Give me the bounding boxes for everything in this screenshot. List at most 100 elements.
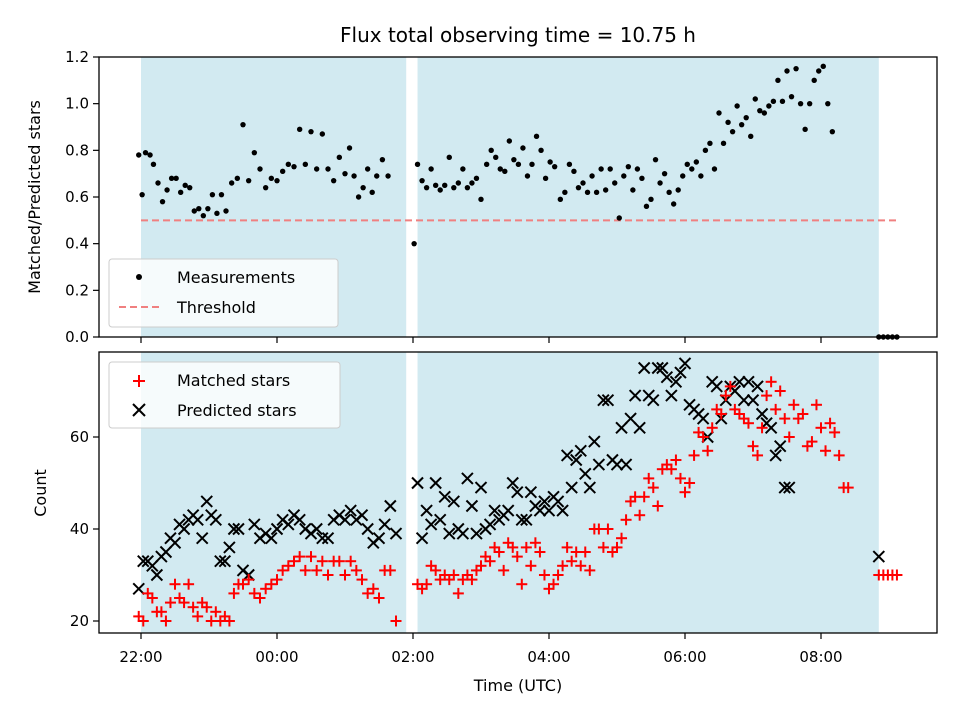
top-y-tick-label: 1.2 bbox=[65, 48, 89, 66]
measurement-point bbox=[593, 189, 600, 196]
matched-point bbox=[137, 615, 149, 627]
predicted-point bbox=[137, 554, 150, 568]
matched-point bbox=[597, 541, 609, 553]
matched-point bbox=[373, 592, 385, 604]
measurement-point bbox=[734, 103, 740, 109]
matched-point bbox=[254, 592, 266, 604]
measurement-point bbox=[200, 212, 207, 219]
top-y-tick-label: 0.6 bbox=[65, 188, 89, 206]
measurement-point bbox=[702, 147, 709, 154]
measurement-point bbox=[262, 184, 269, 191]
measurements-points bbox=[136, 63, 900, 340]
predicted-point bbox=[778, 481, 791, 494]
measurement-point bbox=[483, 161, 490, 168]
measurement-point bbox=[274, 177, 280, 184]
predicted-point bbox=[456, 527, 470, 540]
top-y-axis-label: Matched/Predicted stars bbox=[25, 100, 44, 294]
measurement-point bbox=[360, 184, 366, 191]
predicted-point bbox=[218, 554, 232, 568]
measurement-point bbox=[766, 103, 772, 109]
x-tick-label: 08:00 bbox=[799, 648, 842, 666]
measurement-point bbox=[542, 175, 549, 182]
measurement-point bbox=[497, 166, 503, 172]
predicted-point bbox=[746, 393, 760, 407]
predicted-point bbox=[773, 439, 787, 453]
matched-point bbox=[265, 578, 277, 590]
bottom-legend: Matched stars Predicted stars bbox=[108, 361, 341, 429]
measurement-point bbox=[607, 166, 613, 172]
measurement-point bbox=[168, 175, 175, 182]
measurement-point bbox=[164, 187, 170, 193]
measurement-point bbox=[725, 119, 731, 126]
predicted-point bbox=[438, 490, 451, 504]
measurement-point bbox=[432, 182, 439, 189]
predicted-point bbox=[429, 476, 442, 490]
matched-point bbox=[390, 615, 402, 627]
matched-point bbox=[322, 569, 334, 581]
matched-point bbox=[715, 408, 727, 420]
predicted-point bbox=[389, 527, 403, 540]
measurement-point bbox=[446, 154, 452, 161]
matched-point bbox=[774, 385, 786, 397]
matched-point bbox=[305, 551, 317, 563]
top-y-tick-label: 1.0 bbox=[65, 95, 89, 113]
matched-point bbox=[548, 578, 560, 590]
matched-point bbox=[294, 551, 306, 563]
matched-point bbox=[507, 541, 519, 553]
predicted-point bbox=[560, 449, 574, 462]
measurement-point bbox=[136, 152, 142, 158]
predicted-point bbox=[248, 518, 261, 531]
measurement-point bbox=[720, 140, 727, 147]
top-y-tick-label: 0.0 bbox=[65, 328, 89, 346]
predicted-point bbox=[361, 522, 374, 536]
matched-point bbox=[529, 537, 541, 549]
measurement-point bbox=[661, 170, 668, 177]
predicted-point bbox=[742, 375, 755, 389]
measurement-point bbox=[139, 191, 145, 198]
predicted-point bbox=[647, 393, 660, 407]
matched-point bbox=[493, 546, 505, 558]
matched-point bbox=[155, 606, 167, 618]
measurement-point bbox=[538, 147, 544, 154]
predicted-point bbox=[270, 522, 284, 536]
matched-point bbox=[282, 560, 294, 572]
matched-point bbox=[367, 583, 379, 595]
predicted-point bbox=[520, 513, 533, 527]
matched-point bbox=[430, 564, 442, 576]
matched-point bbox=[201, 601, 213, 613]
predicted-point bbox=[556, 504, 569, 517]
measurement-point bbox=[806, 100, 813, 107]
matched-point bbox=[797, 408, 809, 420]
predicted-point bbox=[633, 421, 646, 435]
top-panel: 0.0 0.2 0.4 0.6 0.8 1.0 1.2 Flux total observi… bbox=[25, 23, 938, 346]
top-y-tick-label: 0.2 bbox=[65, 281, 89, 299]
measurement-point bbox=[205, 205, 211, 212]
matched-point bbox=[339, 569, 351, 581]
x-tick-label: 00:00 bbox=[255, 648, 298, 666]
predicted-point bbox=[209, 513, 223, 527]
matched-point bbox=[752, 449, 764, 461]
predicted-point bbox=[483, 518, 497, 531]
measurements-legend-marker bbox=[136, 274, 142, 280]
matched-point bbox=[561, 541, 573, 553]
predicted-point bbox=[569, 453, 583, 467]
measurement-point bbox=[385, 173, 391, 179]
measurement-point bbox=[285, 161, 292, 168]
predicted-legend-marker bbox=[132, 403, 146, 417]
top-y-tick-label: 0.4 bbox=[65, 235, 89, 253]
threshold-legend-label: Threshold bbox=[176, 298, 256, 317]
predicted-point bbox=[265, 531, 278, 545]
measurement-point bbox=[511, 156, 517, 163]
measurement-point bbox=[464, 184, 471, 191]
predicted-point bbox=[501, 504, 515, 517]
predicted-point bbox=[660, 370, 674, 384]
bottom-y-tick-label: 40 bbox=[70, 520, 89, 538]
measurement-point bbox=[218, 191, 225, 198]
measurement-point bbox=[630, 187, 636, 193]
measurement-point bbox=[797, 100, 804, 107]
measurement-point bbox=[716, 110, 722, 116]
measurement-point bbox=[355, 194, 362, 200]
matched-point bbox=[421, 578, 433, 590]
predicted-point bbox=[470, 527, 483, 540]
x-tick-label: 04:00 bbox=[527, 648, 570, 666]
